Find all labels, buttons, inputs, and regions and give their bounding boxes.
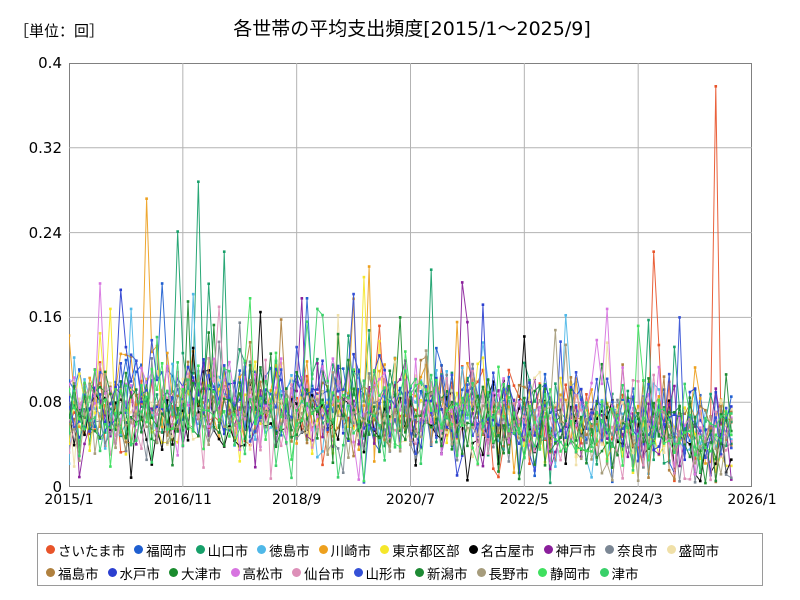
legend-item-山形市[interactable]: 山形市 <box>353 563 407 583</box>
legend-label: 津市 <box>611 566 639 583</box>
legend-marker-icon <box>380 545 390 554</box>
legend-marker-icon <box>476 568 486 577</box>
x-axis-tick: 2018/9 <box>272 492 322 508</box>
legend-marker-icon <box>666 545 676 554</box>
x-axis-tick: 2024/3 <box>613 492 663 508</box>
chart-legend: さいたま市 福岡市 山口市 徳島市 川崎市 東京都区部 名古屋市 神戸市 奈良市 盛岡市福島市 水戸… <box>37 533 763 586</box>
legend-marker-icon <box>605 545 615 554</box>
legend-item-山口市[interactable]: 山口市 <box>195 540 249 560</box>
unit-label: ［単位：回］ <box>14 22 105 40</box>
legend-marker-icon <box>46 568 55 577</box>
legend-marker-icon <box>543 545 553 554</box>
y-axis-tick: 0.32 <box>28 138 62 157</box>
y-axis-tick: 0.08 <box>28 393 62 412</box>
legend-item-高松市[interactable]: 高松市 <box>230 563 284 583</box>
legend-item-福岡市[interactable]: 福岡市 <box>134 540 187 560</box>
series-19 <box>69 307 733 480</box>
x-axis-tick: 2016/11 <box>153 492 212 508</box>
legend-item-奈良市[interactable]: 奈良市 <box>605 540 658 560</box>
legend-label: 川崎市 <box>330 543 372 560</box>
legend-label: 盛岡市 <box>678 543 720 560</box>
legend-marker-icon <box>169 568 178 577</box>
legend-label: 山形市 <box>365 566 407 583</box>
legend-marker-icon <box>292 568 301 577</box>
legend-item-さいたま市[interactable]: さいたま市 <box>46 540 125 560</box>
legend-marker-icon <box>599 568 609 577</box>
x-axis-labels: 2015/1 2016/11 2018/9 2020/7 2022/5 2024/3 202… <box>0 492 800 516</box>
legend-item-東京都区部[interactable]: 東京都区部 <box>380 540 460 560</box>
legend-marker-icon <box>538 568 547 577</box>
legend-label: さいたま市 <box>58 543 126 560</box>
legend-item-仙台市[interactable]: 仙台市 <box>292 563 345 583</box>
legend-marker-icon <box>134 545 144 554</box>
legend-item-川崎市[interactable]: 川崎市 <box>318 540 372 560</box>
legend-item-福島市[interactable]: 福島市 <box>46 563 99 583</box>
legend-label: 奈良市 <box>617 543 658 560</box>
plot-area <box>69 63 752 487</box>
legend-item-静岡市[interactable]: 静岡市 <box>538 563 591 583</box>
x-axis-tick: 2015/1 <box>44 492 94 508</box>
legend-marker-icon <box>230 568 240 577</box>
chart-title-text: 各世帯の平均支出頻度[2015/1〜2025/9] <box>233 18 591 40</box>
legend-label: 高松市 <box>242 566 284 583</box>
y-axis-tick: 0.24 <box>28 223 62 242</box>
legend-label: 新潟市 <box>427 566 468 583</box>
legend-item-名古屋市[interactable]: 名古屋市 <box>468 540 535 560</box>
x-axis-tick: 2022/5 <box>499 492 549 508</box>
legend-label: 徳島市 <box>269 543 310 560</box>
legend-label: 福島市 <box>58 566 99 583</box>
legend-marker-icon <box>353 568 363 577</box>
legend-item-新潟市[interactable]: 新潟市 <box>415 563 468 583</box>
legend-marker-icon <box>318 545 328 554</box>
legend-item-長野市[interactable]: 長野市 <box>476 563 530 583</box>
legend-marker-icon <box>257 545 267 554</box>
page-title: 各世帯の平均支出頻度[2015/1〜2025/9] <box>0 14 800 41</box>
legend-marker-icon <box>107 568 117 577</box>
legend-label: 山口市 <box>207 543 249 560</box>
legend-label: 静岡市 <box>550 566 591 583</box>
legend-label: 名古屋市 <box>480 543 535 560</box>
legend-row: 福島市 水戸市 大津市 高松市 仙台市 山形市 新潟市 長野市 静岡市 津市 <box>46 561 756 584</box>
legend-item-徳島市[interactable]: 徳島市 <box>257 540 310 560</box>
legend-item-水戸市[interactable]: 水戸市 <box>107 563 161 583</box>
y-axis-tick: 0.4 <box>38 54 62 72</box>
legend-label: 東京都区部 <box>392 543 460 560</box>
series-lines <box>69 85 733 485</box>
legend-marker-icon <box>46 545 55 554</box>
legend-item-津市[interactable]: 津市 <box>599 563 639 583</box>
y-axis-tick: 0.16 <box>28 308 62 327</box>
legend-marker-icon <box>195 545 205 554</box>
legend-marker-icon <box>415 568 424 577</box>
legend-label: 長野市 <box>488 566 530 583</box>
series-17 <box>69 328 733 482</box>
x-axis-tick: 2026/1 <box>727 492 777 508</box>
legend-row: さいたま市 福岡市 山口市 徳島市 川崎市 東京都区部 名古屋市 神戸市 奈良市 盛岡市 <box>46 538 756 561</box>
y-axis-labels: 0.4 0.32 0.24 0.16 0.08 0 <box>0 54 62 496</box>
legend-label: 仙台市 <box>304 566 345 583</box>
legend-item-大津市[interactable]: 大津市 <box>169 563 222 583</box>
x-axis-tick: 2020/7 <box>385 492 436 508</box>
legend-item-神戸市[interactable]: 神戸市 <box>543 540 597 560</box>
legend-marker-icon <box>468 545 478 554</box>
legend-item-盛岡市[interactable]: 盛岡市 <box>666 540 720 560</box>
legend-label: 福岡市 <box>146 543 187 560</box>
legend-label: 大津市 <box>181 566 222 583</box>
y-axis-tick: 0 <box>52 478 62 496</box>
legend-label: 水戸市 <box>119 566 161 583</box>
legend-label: 神戸市 <box>555 543 597 560</box>
